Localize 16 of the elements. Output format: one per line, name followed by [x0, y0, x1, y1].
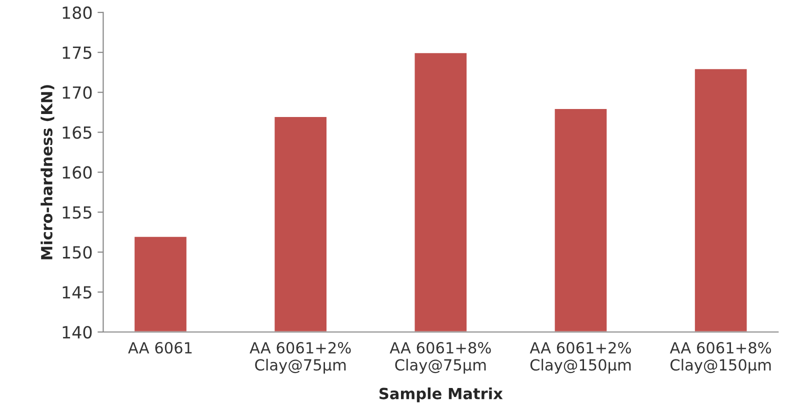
y-tick-label: 145: [62, 286, 92, 299]
y-tick-label: 160: [62, 166, 92, 179]
x-tick-label: AA 6061+8% Clay@150µm: [670, 342, 772, 374]
x-tick-label: AA 6061+2% Clay@75µm: [250, 342, 351, 374]
y-tick-label: 165: [62, 126, 92, 139]
y-tick-label: 150: [62, 246, 92, 259]
y-tick-label: 170: [62, 86, 92, 99]
y-tick-label: 140: [62, 326, 92, 339]
y-tick-label: 180: [62, 6, 92, 20]
y-axis-title: Micro-hardness (KN): [40, 85, 54, 260]
x-tick-label: AA 6061+8% Clay@75µm: [390, 342, 491, 374]
x-tick-label: AA 6061+2% Clay@150µm: [530, 342, 631, 374]
x-tick-label: AA 6061: [128, 342, 192, 354]
y-tick-label: 175: [62, 46, 92, 59]
x-axis-title: Sample Matrix: [380, 388, 503, 402]
y-tick-label: 155: [62, 206, 92, 219]
